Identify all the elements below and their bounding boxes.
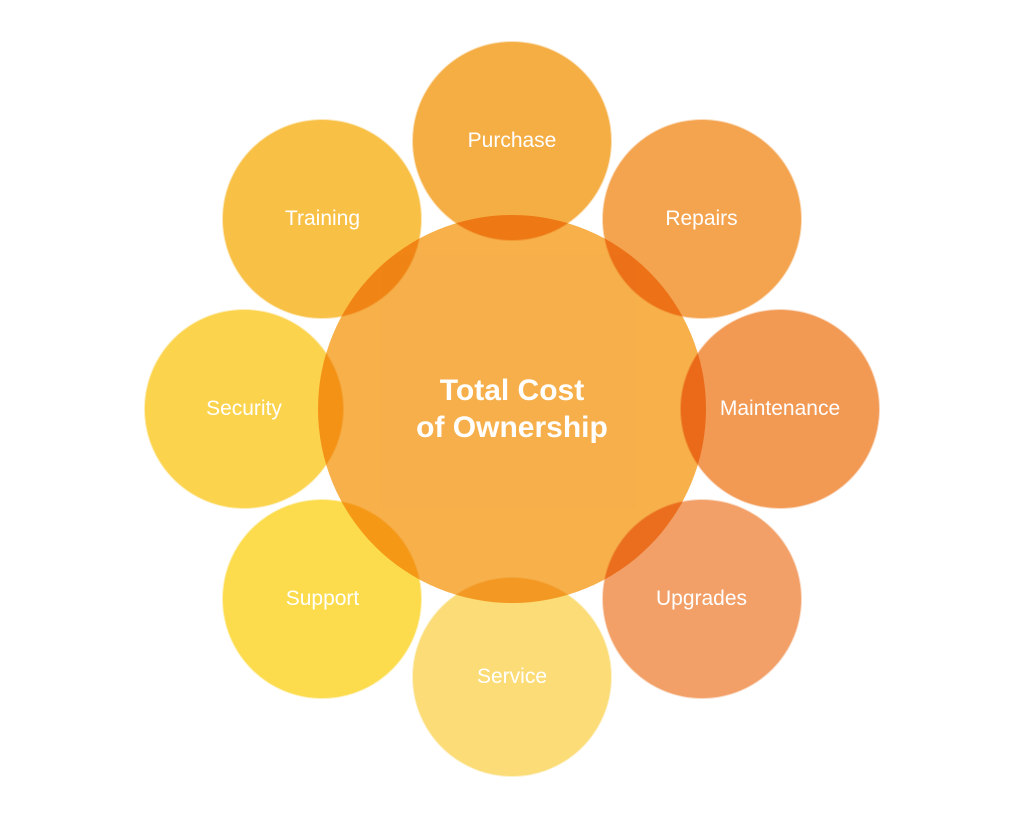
tco-radial-diagram: Total Cost of Ownership Purchase Repairs…: [0, 0, 1024, 819]
node-training: Training: [222, 119, 422, 319]
node-label: Maintenance: [720, 397, 840, 421]
node-label: Service: [477, 665, 547, 689]
node-maintenance: Maintenance: [680, 309, 880, 509]
node-service: Service: [412, 577, 612, 777]
node-label: Support: [286, 587, 360, 611]
node-support: Support: [222, 499, 422, 699]
node-label: Purchase: [468, 129, 557, 153]
center-label: Total Cost of Ownership: [416, 372, 608, 447]
node-label: Upgrades: [656, 587, 747, 611]
node-security: Security: [144, 309, 344, 509]
node-purchase: Purchase: [412, 41, 612, 241]
center-label-line1: Total Cost: [440, 374, 584, 407]
node-upgrades: Upgrades: [602, 499, 802, 699]
node-label: Repairs: [665, 207, 737, 231]
node-label: Security: [206, 397, 282, 421]
node-label: Training: [285, 207, 360, 231]
center-label-line2: of Ownership: [416, 411, 608, 444]
node-repairs: Repairs: [602, 119, 802, 319]
